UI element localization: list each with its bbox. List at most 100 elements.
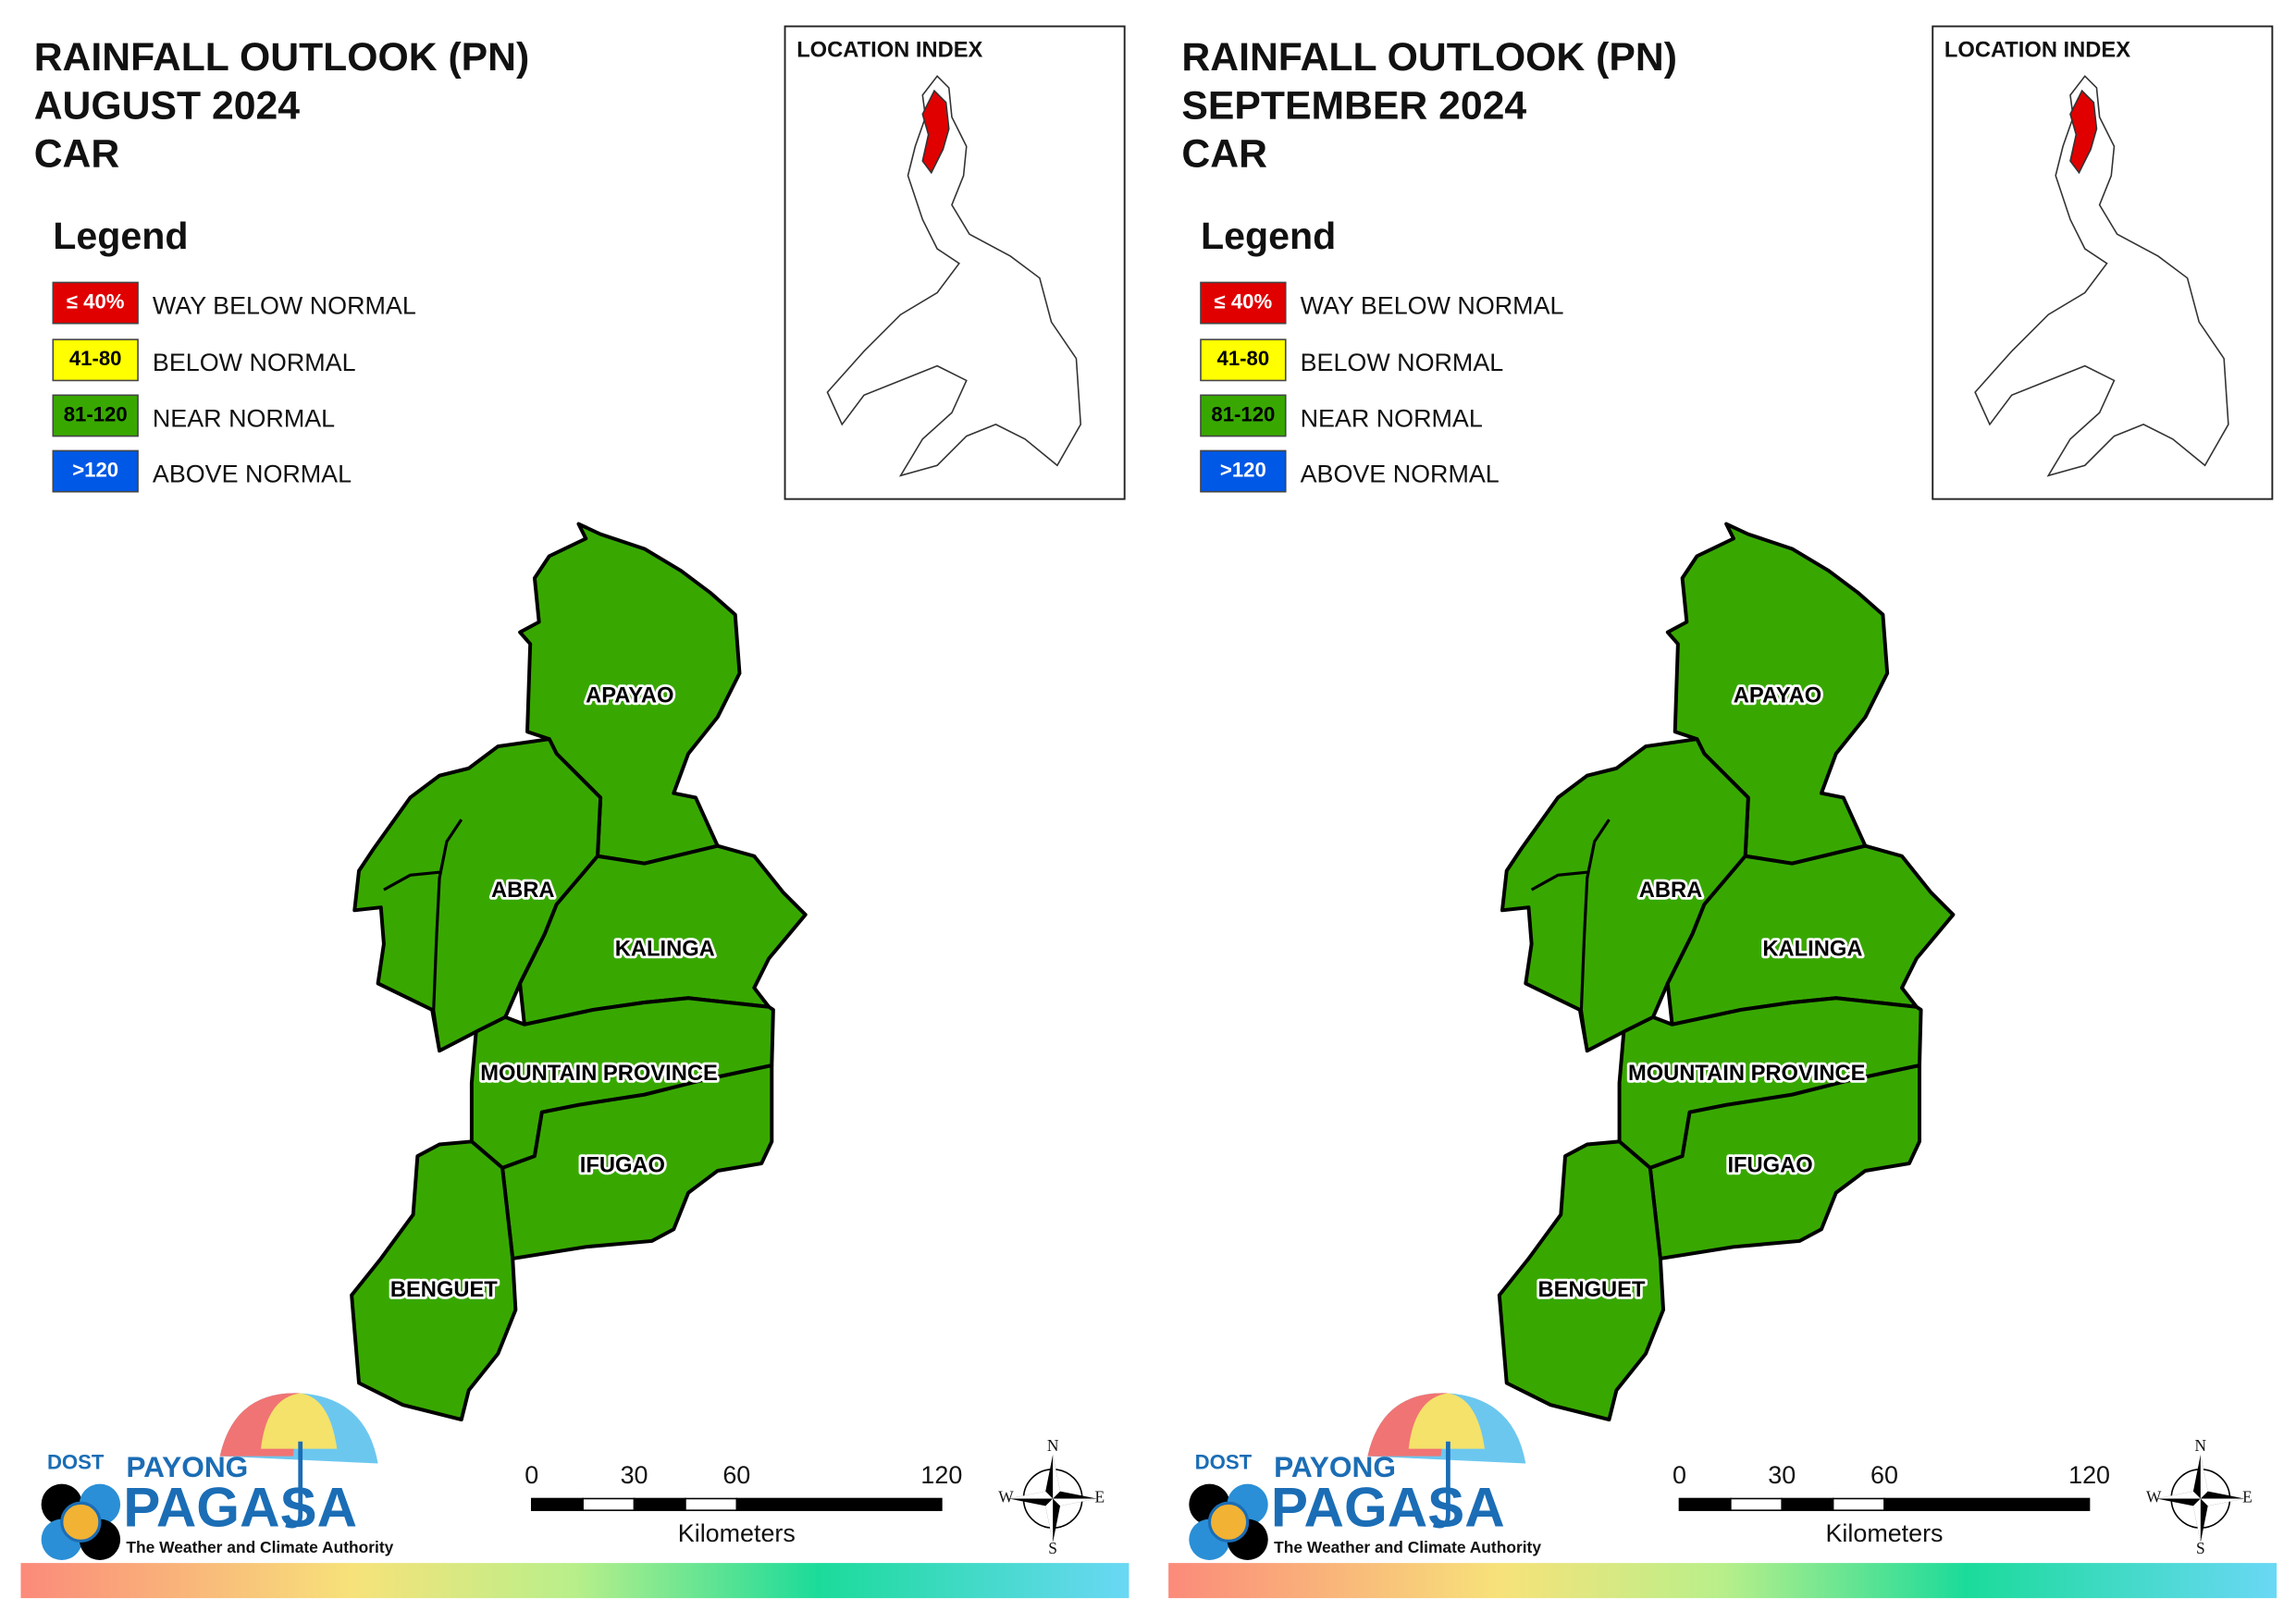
legend-label: NEAR NORMAL	[1301, 404, 1483, 432]
region	[1648, 1064, 1921, 1260]
compass-letter: N	[1047, 1436, 1059, 1455]
region-label: APAYAO	[586, 684, 673, 708]
compass-letter: E	[1094, 1487, 1105, 1506]
logo-handle	[285, 1441, 303, 1529]
title-line: AUGUST 2024	[34, 83, 301, 128]
region-label: ABRA	[491, 879, 555, 903]
scale-tick-label: 120	[920, 1461, 962, 1489]
region-label: MOUNTAIN PROVINCE	[480, 1062, 718, 1086]
compass-star	[1008, 1455, 1097, 1543]
logo-tagline: The Weather and Climate Authority	[1274, 1538, 1541, 1556]
scale-segment	[530, 1497, 584, 1511]
inset-outline	[1974, 75, 2229, 477]
title-line: CAR	[34, 132, 120, 177]
compass-star	[1008, 1455, 1097, 1543]
legend-range: 41-80	[69, 347, 122, 370]
legend-range: ≤ 40%	[1215, 289, 1273, 313]
region-label: IFUGAO	[1727, 1154, 1812, 1178]
legend-range: >120	[1220, 458, 1266, 481]
inset-title: LOCATION INDEX	[796, 39, 982, 63]
region-label: ABRA	[1639, 879, 1703, 903]
legend-swatch	[1200, 394, 1287, 437]
scale-tick-label: 60	[1870, 1461, 1898, 1489]
region-label: APAYAO	[1734, 684, 1821, 708]
region-label: KALINGA	[615, 937, 715, 961]
title-line: SEPTEMBER 2024	[1181, 83, 1526, 128]
title-line: RAINFALL OUTLOOK (PN)	[34, 35, 530, 80]
region	[350, 1139, 518, 1422]
logo-umbrella	[261, 1393, 338, 1449]
legend-label: WAY BELOW NORMAL	[1301, 291, 1564, 319]
legend-swatch	[52, 394, 139, 437]
legend-swatch	[1200, 449, 1287, 493]
scale-tick-label: 30	[621, 1461, 648, 1489]
logo-handle	[1432, 1441, 1450, 1529]
river-line	[432, 818, 463, 1051]
legend-range: ≤ 40%	[67, 289, 125, 313]
legend-label: BELOW NORMAL	[153, 349, 356, 376]
color-band	[20, 1563, 1129, 1599]
scale-segment	[1832, 1497, 1885, 1511]
legend-title: Legend	[1201, 215, 1336, 257]
region-label: MOUNTAIN PROVINCE	[1628, 1062, 1866, 1086]
scale-segment	[582, 1497, 636, 1511]
logo-brand: PAGASA	[1271, 1477, 1505, 1539]
region	[1497, 1139, 1666, 1422]
legend-label: WAY BELOW NORMAL	[153, 291, 416, 319]
region	[500, 1064, 774, 1260]
region-label: IFUGAO	[580, 1154, 665, 1178]
logo-brand-top: PAYONG	[1274, 1450, 1396, 1483]
legend-label: NEAR NORMAL	[153, 404, 335, 432]
scale-segment	[1678, 1497, 1732, 1511]
compass-letter: N	[2195, 1436, 2207, 1455]
legend-swatch	[1200, 338, 1287, 382]
scale-segment	[1883, 1497, 2091, 1511]
legend-range: 81-120	[64, 402, 128, 425]
scale-segment	[735, 1497, 943, 1511]
legend-range: 81-120	[1211, 402, 1275, 425]
compass-star	[2156, 1455, 2245, 1543]
legend-range: >120	[72, 458, 118, 481]
inset-car	[2069, 89, 2098, 175]
scale-unit: Kilometers	[678, 1519, 796, 1547]
color-band	[1168, 1563, 2277, 1599]
scale-tick-label: 60	[722, 1461, 750, 1489]
inset-car	[921, 89, 950, 175]
compass-letter: S	[2196, 1539, 2205, 1557]
title-line: CAR	[1181, 132, 1267, 177]
legend-swatch	[1200, 281, 1287, 325]
logo-brand: PAGASA	[123, 1477, 357, 1539]
scale-tick-label: 0	[525, 1461, 538, 1489]
scale-segment	[1781, 1497, 1834, 1511]
scale-segment	[685, 1497, 738, 1511]
scale-segment	[1730, 1497, 1784, 1511]
compass-letter: W	[2146, 1487, 2162, 1506]
river-line	[383, 870, 440, 891]
logo-tagline: The Weather and Climate Authority	[126, 1538, 393, 1556]
scale-unit: Kilometers	[1825, 1519, 1943, 1547]
scale-tick-label: 120	[2068, 1461, 2110, 1489]
compass-letter: E	[2242, 1487, 2253, 1506]
legend-title: Legend	[53, 215, 188, 257]
inset-frame	[1932, 25, 2274, 500]
logo-seal	[1207, 1501, 1250, 1543]
legend-label: BELOW NORMAL	[1301, 349, 1504, 376]
scale-tick-label: 0	[1673, 1461, 1686, 1489]
scale-tick-label: 30	[1768, 1461, 1796, 1489]
title-line: RAINFALL OUTLOOK (PN)	[1181, 35, 1677, 80]
scale-segment	[633, 1497, 686, 1511]
region-label: KALINGA	[1762, 937, 1862, 961]
legend-swatch	[52, 338, 139, 382]
logo-umbrella	[1408, 1393, 1485, 1449]
legend-label: ABOVE NORMAL	[1301, 460, 1500, 487]
legend-swatch	[52, 449, 139, 493]
logo-agency: DOST	[47, 1450, 105, 1473]
inset-title: LOCATION INDEX	[1944, 39, 2130, 63]
river-line	[1579, 818, 1611, 1051]
legend-swatch	[52, 281, 139, 325]
legend-range: 41-80	[1217, 347, 1270, 370]
compass-letter: S	[1048, 1539, 1057, 1557]
